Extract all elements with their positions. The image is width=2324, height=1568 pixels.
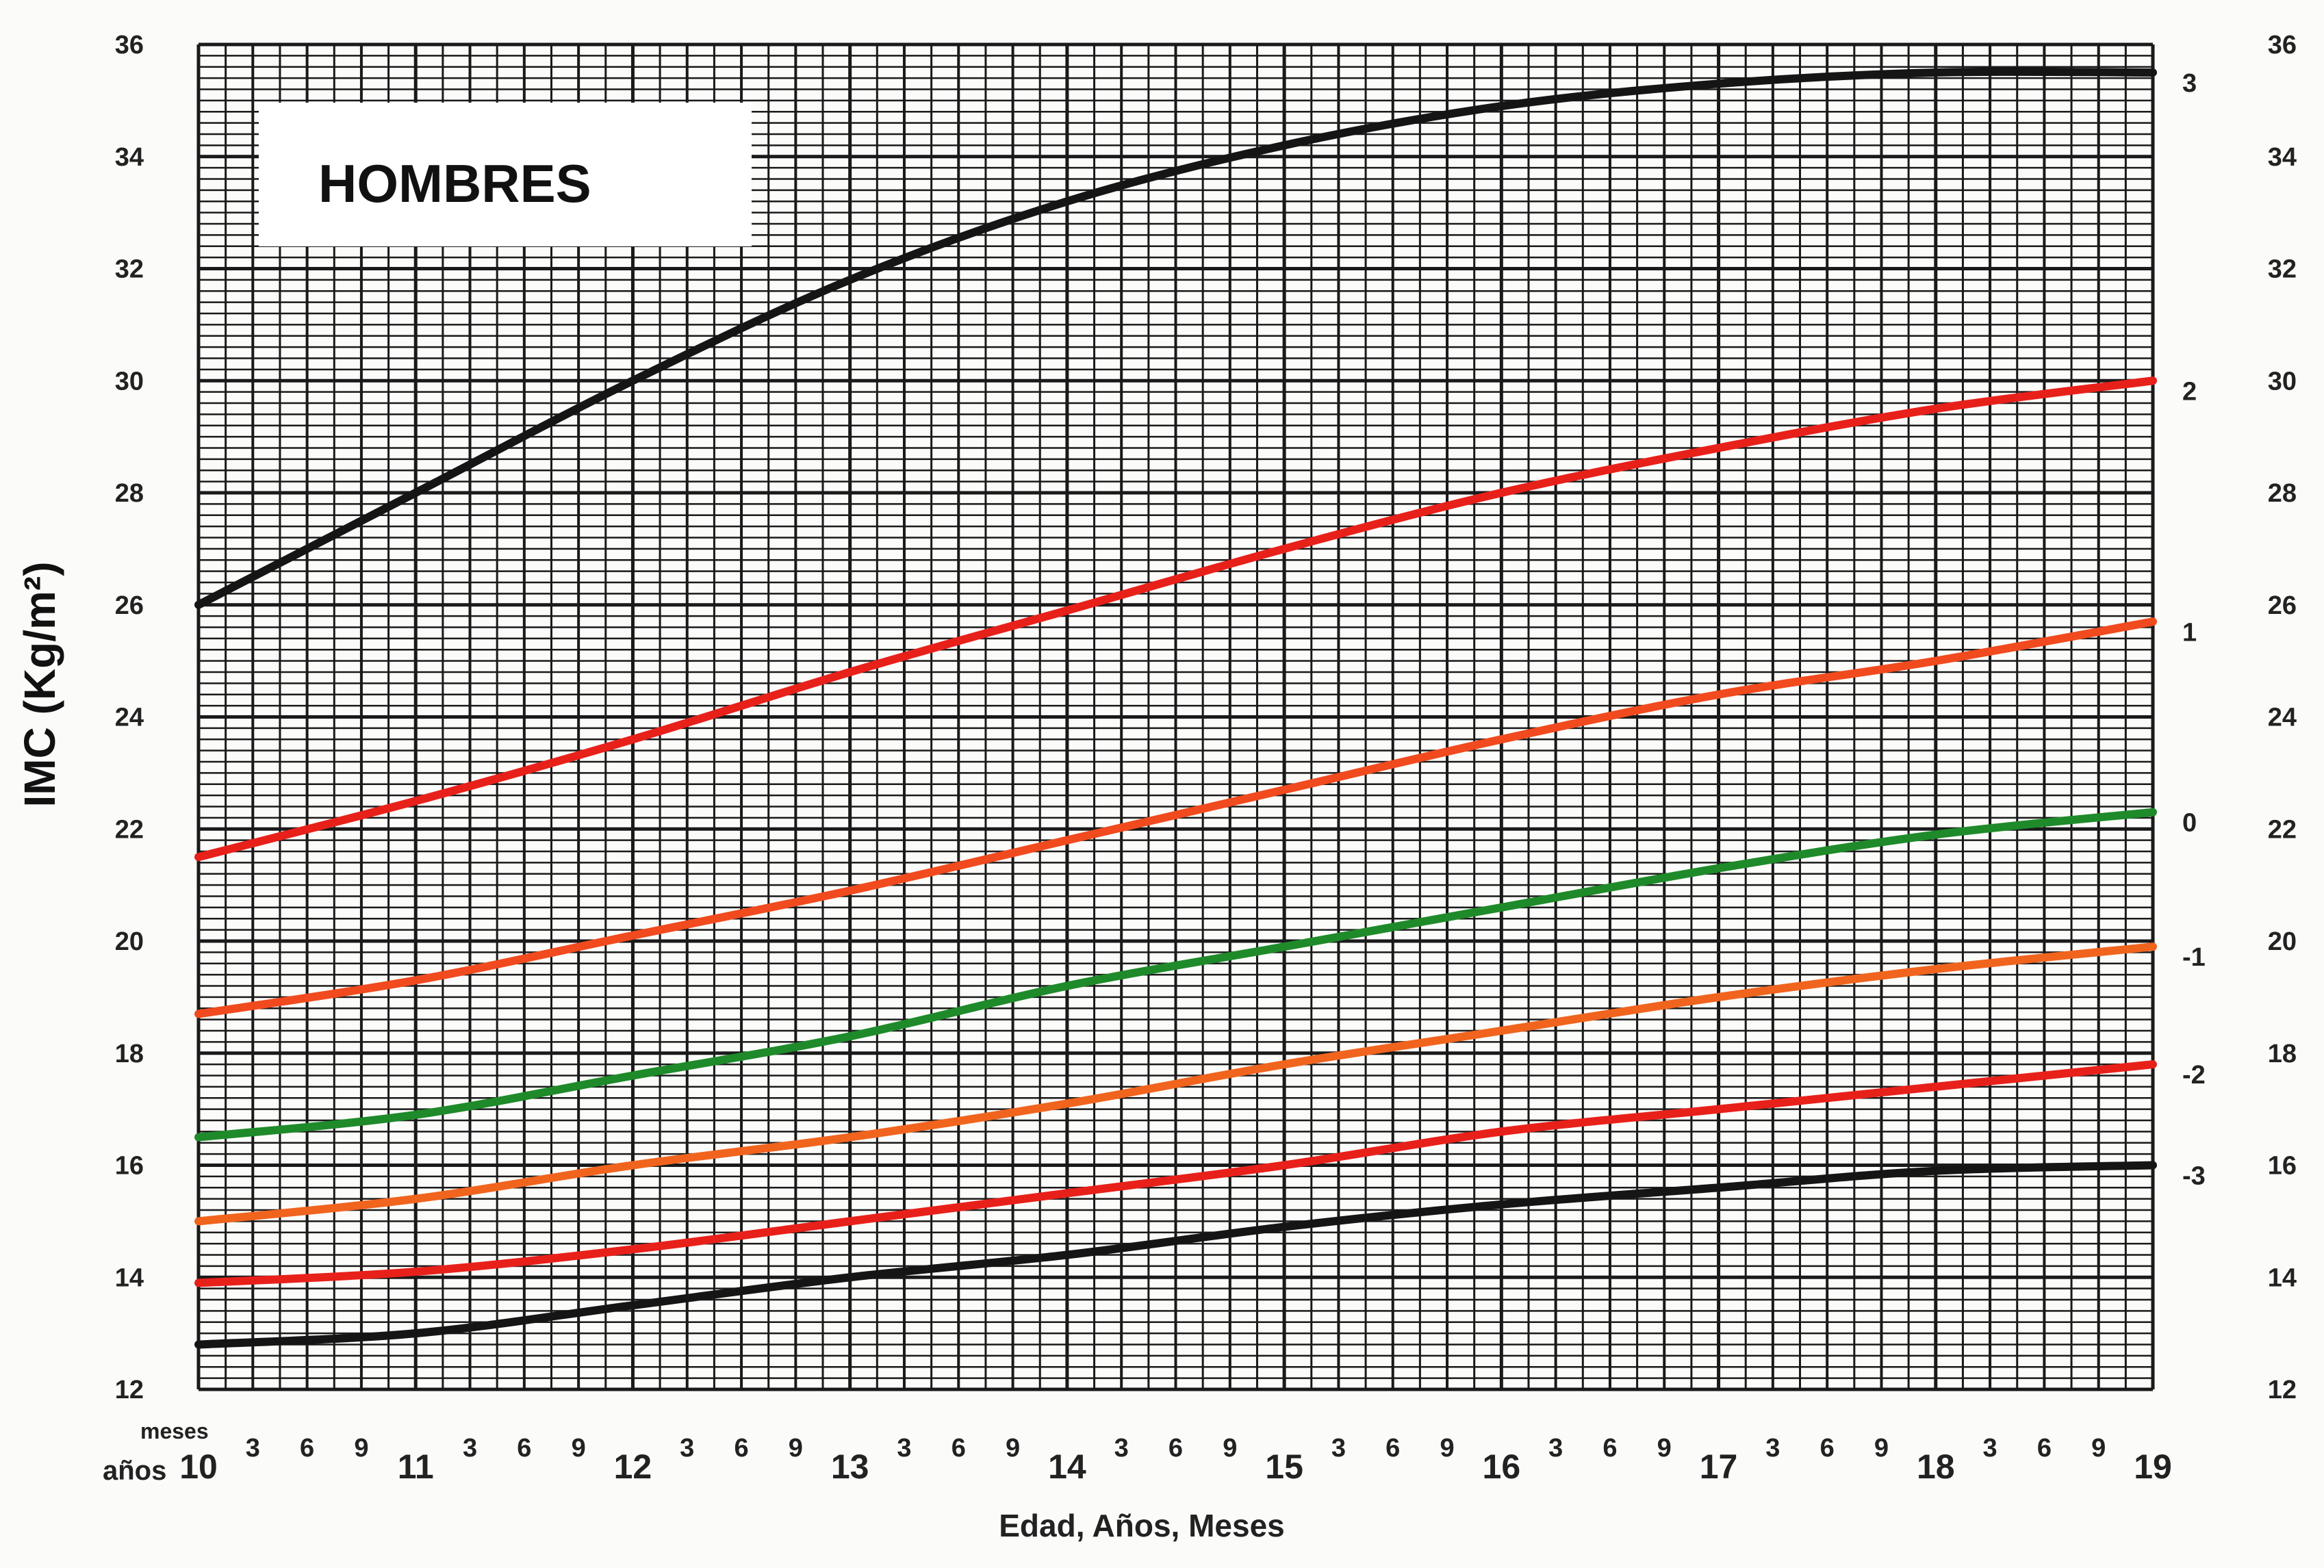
x-tick-month: 9 xyxy=(1440,1434,1454,1463)
y-tick-label-right: 20 xyxy=(2268,927,2297,956)
y-tick-label-left: 24 xyxy=(115,704,144,732)
x-tick-month: 9 xyxy=(354,1434,368,1463)
x-tick-month: 3 xyxy=(463,1434,477,1463)
x-tick-month: 3 xyxy=(1983,1434,1997,1463)
x-tick-month: 3 xyxy=(1114,1434,1129,1463)
series-label-z0: 0 xyxy=(2182,809,2197,838)
y-tick-label-right: 26 xyxy=(2268,591,2297,620)
y-tick-label-right: 34 xyxy=(2268,143,2297,172)
series-label-z3: 3 xyxy=(2182,69,2197,98)
x-tick-month: 6 xyxy=(1386,1434,1400,1463)
series-label-z-2: -2 xyxy=(2182,1061,2206,1090)
y-tick-label-right: 14 xyxy=(2268,1263,2297,1292)
title-background xyxy=(259,103,752,246)
series-label-z2: 2 xyxy=(2182,377,2197,406)
y-tick-label-left: 26 xyxy=(115,591,144,620)
series-line-z-2 xyxy=(194,1060,2157,1287)
chart-title: HOMBRES xyxy=(318,153,591,214)
x-tick-month: 6 xyxy=(300,1434,314,1463)
y-tick-label-right: 12 xyxy=(2268,1376,2297,1404)
series-label-z-1: -1 xyxy=(2182,943,2206,972)
y-ticks-left: 12 14 16 18 20 22 24 26 28 30 32 34 36 xyxy=(115,31,144,1404)
y-tick-label-left: 34 xyxy=(115,143,144,172)
x-tick-month: 3 xyxy=(1765,1434,1780,1463)
y-tick-label-right: 30 xyxy=(2268,367,2297,396)
y-tick-label-right: 32 xyxy=(2268,255,2297,284)
series-line-z2 xyxy=(194,376,2157,862)
y-tick-label-left: 18 xyxy=(115,1040,144,1068)
title-box: HOMBRES xyxy=(259,103,752,246)
x-tick-month: 6 xyxy=(2037,1434,2052,1463)
x-tick-month: 6 xyxy=(517,1434,531,1463)
y-tick-label-left: 28 xyxy=(115,479,144,508)
y-tick-label-left: 20 xyxy=(115,927,144,956)
series-line-z-3 xyxy=(194,1161,2157,1349)
series-line-z3 xyxy=(194,67,2157,609)
months-row-label: meses xyxy=(140,1419,209,1443)
x-tick-month: 6 xyxy=(1820,1434,1835,1463)
y-tick-label-left: 22 xyxy=(115,815,144,844)
x-tick-month: 9 xyxy=(2091,1434,2106,1463)
series xyxy=(194,67,2157,1349)
x-tick-year: 16 xyxy=(1483,1448,1521,1486)
x-tick-month: 3 xyxy=(1548,1434,1563,1463)
x-tick-year: 17 xyxy=(1700,1448,1738,1486)
series-labels: 3 2 1 0 -1 -2 -3 xyxy=(2182,69,2206,1191)
y-tick-label-right: 16 xyxy=(2268,1152,2297,1181)
y-ticks-right: 12 14 16 18 20 22 24 26 28 30 32 34 36 xyxy=(2268,31,2297,1404)
series-label-z1: 1 xyxy=(2182,618,2197,647)
x-tick-year: 15 xyxy=(1265,1448,1303,1486)
x-tick-month: 6 xyxy=(952,1434,966,1463)
x-tick-month: 6 xyxy=(1602,1434,1617,1463)
x-tick-month: 3 xyxy=(897,1434,911,1463)
y-tick-label-left: 36 xyxy=(115,31,144,60)
years-row-label: años xyxy=(103,1456,166,1486)
x-tick-year: 14 xyxy=(1048,1448,1086,1486)
x-axis-label: Edad, Años, Meses xyxy=(999,1508,1285,1543)
series-label-z-3: -3 xyxy=(2182,1162,2206,1191)
x-tick-month: 3 xyxy=(1331,1434,1346,1463)
x-tick-month: 6 xyxy=(1169,1434,1183,1463)
x-tick-month: 9 xyxy=(1006,1434,1020,1463)
x-tick-month: 9 xyxy=(572,1434,586,1463)
y-tick-label-right: 18 xyxy=(2268,1040,2297,1068)
x-ticks: 10 11 12 13 14 15 16 17 18 19 3 6 9 3 6 9 3 6 9 3 6 9 3 6 9 3 6 9 3 6… xyxy=(179,1434,2172,1486)
series-line-z0 xyxy=(194,808,2157,1142)
x-tick-month: 9 xyxy=(1223,1434,1237,1463)
x-tick-year: 11 xyxy=(398,1448,434,1486)
x-tick-year: 10 xyxy=(179,1448,218,1486)
y-tick-label-left: 14 xyxy=(115,1263,144,1292)
x-tick-month: 9 xyxy=(1657,1434,1672,1463)
series-line-z-1 xyxy=(194,942,2157,1226)
x-tick-month: 6 xyxy=(734,1434,748,1463)
series-line-z1 xyxy=(194,617,2157,1018)
y-tick-label-right: 28 xyxy=(2268,479,2297,508)
y-tick-label-right: 36 xyxy=(2268,31,2297,60)
y-tick-label-right: 24 xyxy=(2268,704,2297,732)
x-tick-month: 9 xyxy=(1874,1434,1889,1463)
x-tick-year: 12 xyxy=(614,1448,652,1486)
y-tick-label-left: 12 xyxy=(115,1376,144,1404)
x-tick-month: 9 xyxy=(789,1434,803,1463)
x-tick-month: 3 xyxy=(246,1434,260,1463)
x-tick-year: 13 xyxy=(831,1448,869,1486)
y-tick-label-left: 32 xyxy=(115,255,144,284)
y-tick-label-left: 30 xyxy=(115,367,144,396)
y-tick-label-right: 22 xyxy=(2268,815,2297,844)
y-tick-label-left: 16 xyxy=(115,1152,144,1181)
x-tick-year: 18 xyxy=(1917,1448,1955,1486)
x-tick-year: 19 xyxy=(2134,1448,2172,1486)
y-axis-label: IMC (Kg/m²) xyxy=(15,561,64,807)
x-tick-month: 3 xyxy=(680,1434,694,1463)
